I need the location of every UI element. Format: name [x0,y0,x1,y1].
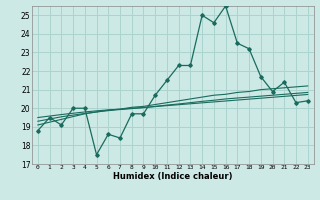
X-axis label: Humidex (Indice chaleur): Humidex (Indice chaleur) [113,172,233,181]
